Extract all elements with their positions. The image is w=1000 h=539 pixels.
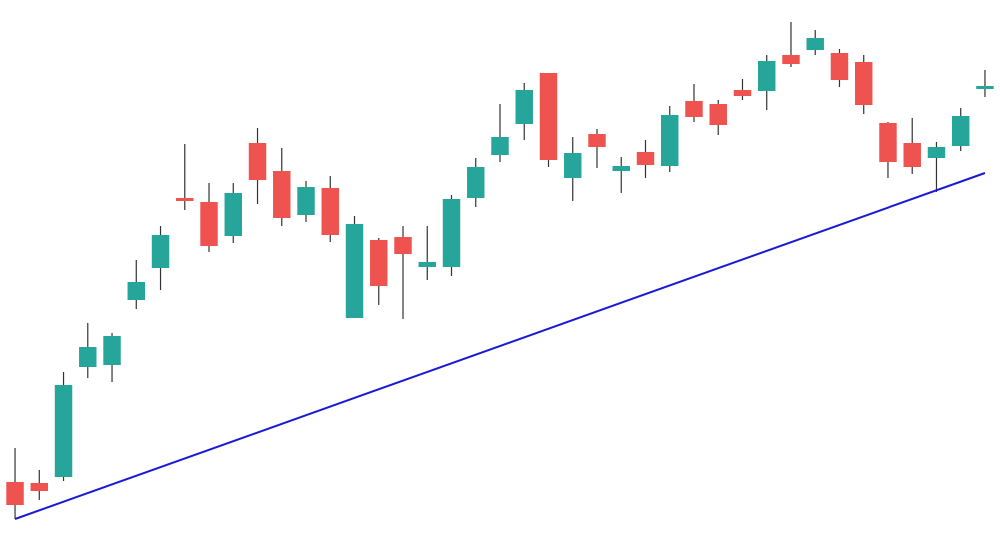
candle-body <box>370 240 388 286</box>
candle-body <box>830 53 849 80</box>
candle-body <box>709 104 727 125</box>
candle-body <box>176 198 194 201</box>
candle-body <box>927 147 946 158</box>
candle-body <box>6 482 24 505</box>
candle-body <box>951 116 970 146</box>
candle-body <box>539 73 558 160</box>
candle-body <box>661 115 679 166</box>
candle-body <box>733 90 752 96</box>
candle-body <box>151 235 170 268</box>
candle-body <box>418 262 436 267</box>
candle-body <box>200 202 218 246</box>
candle-body <box>564 153 582 178</box>
candle-body <box>685 101 703 117</box>
candle-body <box>79 347 97 367</box>
candle-body <box>273 171 291 218</box>
candle-body <box>248 143 267 180</box>
candle-body <box>854 62 873 105</box>
candle-body <box>54 385 73 477</box>
candle-body <box>515 90 533 124</box>
candle-body <box>491 137 509 155</box>
candle-body <box>103 336 121 365</box>
candle-body <box>297 187 315 215</box>
candle-body <box>442 199 461 267</box>
candle-body <box>758 61 776 91</box>
candle-body <box>394 237 412 254</box>
candle-body <box>30 483 49 491</box>
candle-body <box>806 38 824 50</box>
candle-body <box>345 224 364 318</box>
candle-body <box>782 55 800 64</box>
candle-body <box>976 86 994 89</box>
trendline <box>14 172 986 520</box>
candle-body <box>879 123 897 162</box>
candle-body <box>903 143 921 167</box>
candle-body <box>612 166 630 171</box>
candle-body <box>636 152 655 165</box>
candle-body <box>321 188 339 235</box>
candle-body <box>224 193 242 236</box>
candle-body <box>467 167 485 198</box>
candle-body <box>588 134 606 147</box>
candle-body <box>127 282 146 300</box>
